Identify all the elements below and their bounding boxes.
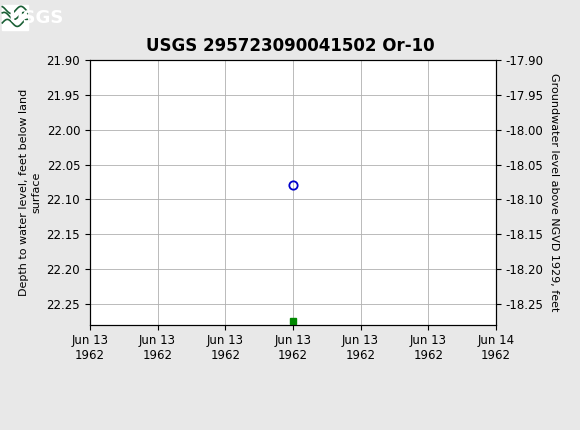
- Text: USGS 295723090041502 Or-10: USGS 295723090041502 Or-10: [146, 37, 434, 55]
- Bar: [2, 5, 28, 30]
- Text: USGS: USGS: [9, 9, 64, 27]
- Y-axis label: Depth to water level, feet below land
surface: Depth to water level, feet below land su…: [19, 89, 41, 296]
- Y-axis label: Groundwater level above NGVD 1929, feet: Groundwater level above NGVD 1929, feet: [549, 73, 559, 312]
